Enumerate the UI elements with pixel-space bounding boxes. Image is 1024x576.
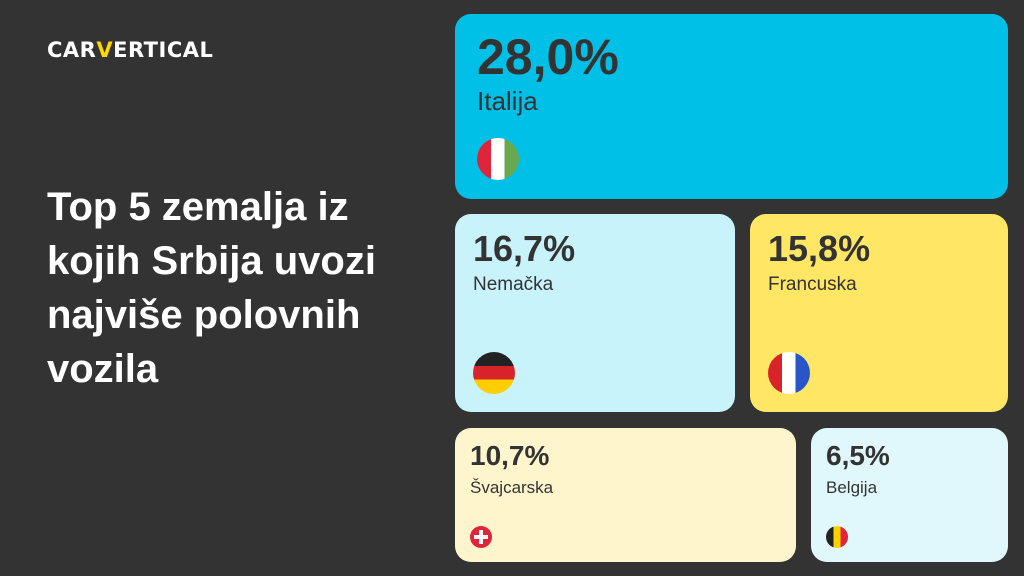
treemap-tile-nemačka: 16,7% Nemačka (455, 214, 735, 412)
switzerland-flag-icon (470, 526, 492, 548)
logo-text: ERTICAL (113, 38, 214, 62)
country-label: Švajcarska (470, 478, 554, 497)
page-title: Top 5 zemalja iz kojih Srbija uvozi najv… (47, 185, 376, 391)
value-label: 6,5% (826, 440, 890, 471)
carvertical-logo: CARVERTICAL (47, 38, 213, 62)
germany-flag-icon (473, 352, 515, 394)
value-label: 16,7% (473, 228, 576, 269)
treemap-tile-italija: 28,0% Italija (455, 14, 1008, 199)
belgium-flag-icon (826, 526, 848, 548)
treemap-tile-švajcarska: 10,7% Švajcarska (455, 428, 796, 562)
country-label: Belgija (826, 478, 878, 497)
value-label: 28,0% (477, 29, 619, 85)
country-label: Francuska (768, 274, 857, 295)
country-label: Nemačka (473, 274, 554, 295)
value-label: 10,7% (470, 440, 550, 471)
value-label: 15,8% (768, 228, 871, 269)
treemap-tile-belgija: 6,5% Belgija (811, 428, 1008, 562)
italy-flag-icon (477, 138, 519, 180)
france-flag-icon (768, 352, 810, 394)
logo-text: CAR (47, 38, 97, 62)
country-label: Italija (477, 86, 538, 116)
treemap-tile-francuska: 15,8% Francuska (750, 214, 1008, 412)
logo-v: V (96, 38, 114, 62)
